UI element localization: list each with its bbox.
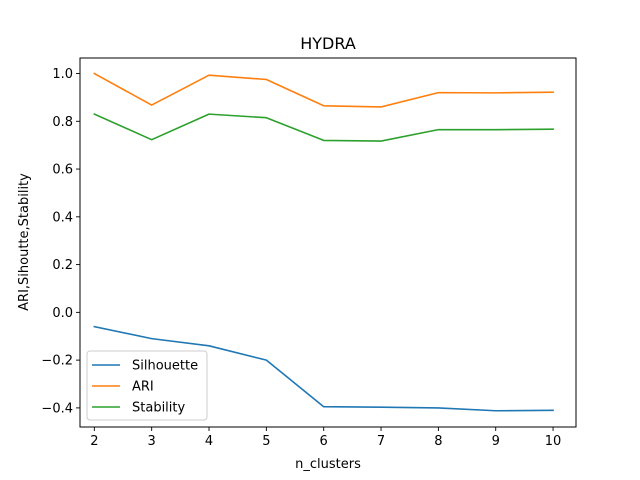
x-tick-label: 8 (434, 434, 442, 449)
x-tick-label: 9 (492, 434, 500, 449)
chart-title: HYDRA (300, 34, 356, 53)
x-axis: 2 3 4 5 6 7 8 9 10 (90, 427, 561, 449)
x-tick-label: 10 (545, 434, 562, 449)
x-tick-label: 2 (90, 434, 98, 449)
y-tick-label: 0.4 (52, 210, 73, 225)
x-tick-label: 4 (205, 434, 213, 449)
plot-frame (79, 57, 577, 428)
x-tick-label: 6 (320, 434, 328, 449)
x-tick-label: 3 (148, 434, 156, 449)
y-tick-label: −0.4 (41, 401, 73, 416)
series-line-ari (93, 72, 554, 108)
series-layer (93, 72, 554, 412)
y-tick-label: 0.8 (52, 115, 73, 130)
y-tick-label: −0.2 (41, 354, 73, 369)
series-line-stability (93, 113, 554, 142)
y-axis-label: ARI,Sihoutte,Stability (17, 173, 32, 311)
x-axis-label: n_clusters (295, 457, 361, 472)
legend-frame (86, 350, 208, 421)
y-axis: −0.4 −0.2 0.0 0.2 0.4 0.6 0.8 1.0 (41, 67, 80, 416)
x-tick-label: 7 (377, 434, 385, 449)
y-tick-label: 0.0 (52, 306, 73, 321)
series-line-silhouette (93, 325, 554, 412)
y-tick-label: 0.2 (52, 258, 73, 273)
legend-label-stability: Stability (132, 401, 186, 416)
legend: Silhouette ARI Stability (86, 350, 208, 421)
y-tick-label: 0.6 (52, 163, 73, 178)
legend-label-ari: ARI (132, 380, 154, 395)
y-tick-label: 1.0 (52, 67, 73, 82)
x-tick-label: 5 (262, 434, 270, 449)
legend-label-silhouette: Silhouette (132, 359, 198, 374)
